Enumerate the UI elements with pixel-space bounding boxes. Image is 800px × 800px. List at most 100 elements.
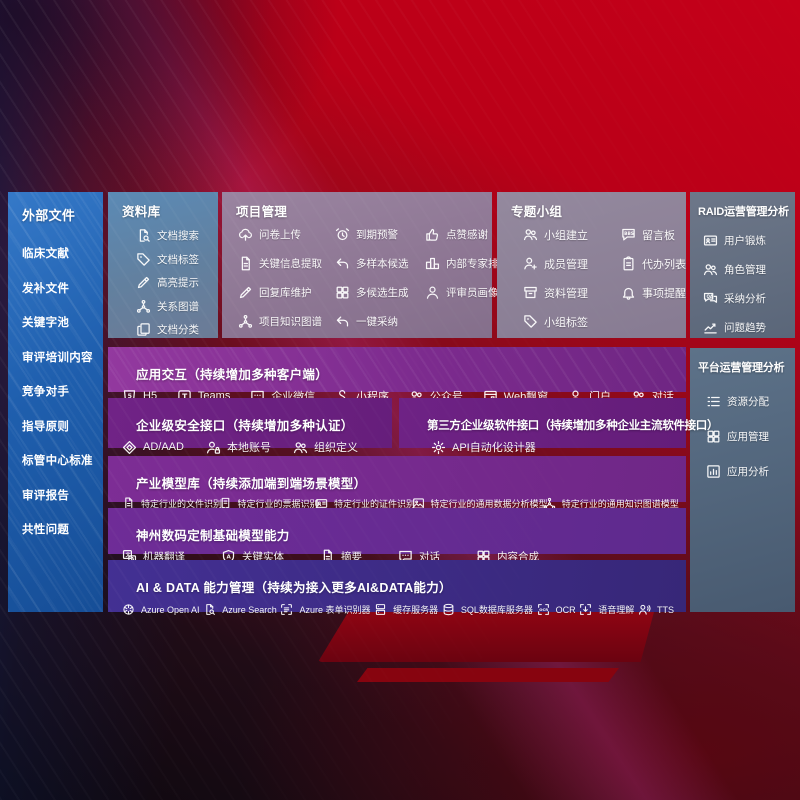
- item-survey-upload: 问卷上传: [238, 227, 335, 242]
- sidebar-item-center-standards: 标管中心标准: [22, 455, 93, 468]
- people-icon: [523, 227, 538, 242]
- item-industry-doc-recog: 特定行业的文件识别: [122, 497, 223, 510]
- item-industry-cert-recog: 特定行业的证件识别: [315, 497, 415, 510]
- item-label: API自动化设计器: [452, 442, 536, 454]
- item-todo-list: 代办列表: [621, 256, 686, 272]
- chart-box-icon: [706, 464, 721, 479]
- item-label: 语音理解: [598, 605, 635, 615]
- sidebar-item-keyword-pool: 关键字池: [22, 317, 70, 330]
- item-industry-data-model: 特定行业的通用数据分析模型: [412, 497, 548, 510]
- item-label: 角色管理: [724, 264, 766, 276]
- item-local-account: 本地账号: [206, 439, 271, 455]
- item-tts: TTS: [638, 603, 674, 616]
- item-label: 应用分析: [727, 466, 769, 478]
- item-label: 缓存服务器: [393, 605, 439, 615]
- item-ad-aad: AD/AAD: [122, 440, 184, 455]
- people-icon: [293, 440, 308, 455]
- item-label: 小组标签: [544, 316, 588, 329]
- item-api-auto-designer: API自动化设计器: [431, 439, 536, 455]
- alarm-icon: [335, 227, 350, 242]
- sidebar-item-review-training: 审评培训内容: [22, 351, 93, 364]
- item-label: 资源分配: [727, 396, 769, 408]
- sidebar-item-competitors: 竞争对手: [22, 386, 70, 399]
- item-label: 到期预警: [356, 229, 398, 241]
- openai-icon: [122, 603, 135, 616]
- item-like-thanks: 点赞感谢: [425, 227, 492, 242]
- diamond-shield-icon: [122, 440, 137, 455]
- pen-icon: [136, 275, 151, 290]
- sidebar-item-review-reports: 审评报告: [22, 489, 70, 502]
- bbs-icon: [621, 227, 636, 242]
- base-model-row: 神州数码定制基础模型能力 机器翻译 关键实体 摘要 对话 内容合成: [108, 508, 686, 554]
- item-label: 特定行业的票据识别: [237, 499, 319, 509]
- item-label: 多样本候选: [356, 258, 409, 270]
- bottom-trapezoid-shape: [318, 612, 654, 662]
- item-label: 点赞感谢: [446, 229, 488, 241]
- pen-icon: [238, 285, 253, 300]
- sidebar-list: 临床文献 发补文件 关键字池 审评培训内容 竞争对手 指导原则 标管中心标准 审…: [8, 236, 103, 547]
- id-card-icon: [703, 233, 718, 248]
- item-industry-receipt-recog: 特定行业的票据识别: [219, 497, 319, 510]
- item-issue-trend: 问题趋势: [703, 313, 795, 342]
- clipboard-icon: [621, 256, 636, 271]
- item-label: 问卷上传: [259, 229, 301, 241]
- item-adoption-analysis: 采纳分析: [703, 284, 795, 313]
- item-label: 采纳分析: [724, 293, 766, 305]
- item-label: 特定行业的通用数据分析模型: [430, 499, 548, 509]
- item-label: 本地账号: [226, 442, 271, 454]
- doc-search-icon: [203, 603, 216, 616]
- item-sql-db-server: SQL数据库服务器: [442, 603, 533, 616]
- item-label: 特定行业的文件识别: [141, 499, 223, 509]
- thumbs-up-icon: [425, 227, 440, 242]
- item-due-alert: 到期预警: [335, 227, 425, 242]
- panel-title: 资料库: [122, 205, 161, 219]
- gear-icon: [431, 440, 446, 455]
- item-role-manage: 角色管理: [703, 255, 795, 284]
- list-icon: [706, 394, 721, 409]
- archive-box-icon: [523, 285, 538, 300]
- item-highlight-tip: 高亮提示: [136, 271, 218, 295]
- item-group-tag: 小组标签: [523, 314, 621, 330]
- item-label: 评审员画像: [446, 287, 499, 299]
- item-label: 关系图谱: [157, 300, 199, 313]
- item-expert-ranking: 内部专家排名: [425, 256, 509, 271]
- person-lock-icon: [206, 440, 221, 455]
- item-one-click-adopt: 一键采纳: [335, 314, 425, 329]
- item-reply-lib-maintain: 回复库维护: [238, 285, 335, 300]
- ocr-icon: [537, 603, 550, 616]
- item-doc-search: 文档搜索: [136, 224, 218, 248]
- item-label: SQL数据库服务器: [460, 605, 533, 615]
- speaker-person-icon: [638, 603, 651, 616]
- item-label: 文档搜索: [157, 230, 199, 243]
- item-label: 文档标签: [157, 253, 199, 266]
- topic-group-panel: 专题小组 小组建立 留言板 成员管理 代办列表 资料管理 事项提醒 小组标签: [497, 192, 686, 338]
- item-label: 事项提醒: [642, 287, 686, 300]
- row-title: AI & DATA 能力管理（持续为接入更多AI&DATA能力）: [136, 581, 452, 595]
- item-ocr: OCR: [537, 603, 576, 616]
- item-doc-classify: 文档分类: [136, 318, 218, 342]
- item-azure-form-recognizer: Azure 表单识别器: [280, 603, 370, 616]
- industry-model-row: 产业模型库（持续添加端到端场景模型） 特定行业的文件识别 特定行业的票据识别 特…: [108, 456, 686, 502]
- panel-title: 专题小组: [511, 205, 563, 219]
- item-multi-candidate-gen: 多候选生成: [335, 285, 425, 300]
- sidebar-item-supplement-files: 发补文件: [22, 282, 70, 295]
- cloud-upload-icon: [238, 227, 253, 242]
- chat-qa-icon: [703, 291, 718, 306]
- panel-title: 项目管理: [236, 205, 288, 219]
- graph-icon: [136, 299, 151, 314]
- item-reviewer-profile: 评审员画像: [425, 285, 499, 300]
- item-message-board: 留言板: [621, 227, 686, 243]
- external-files-panel: 外部文件 临床文献 发补文件 关键字池 审评培训内容 竞争对手 指导原则 标管中…: [8, 192, 103, 612]
- item-relation-graph: 关系图谱: [136, 295, 218, 319]
- item-doc-tag: 文档标签: [136, 248, 218, 272]
- server-icon: [374, 603, 387, 616]
- item-label: 资料管理: [544, 287, 588, 300]
- item-app-manage: 应用管理: [706, 419, 795, 454]
- raid-ops-analysis-panel: RAID运营管理分析 用户锻炼 角色管理 采纳分析 问题趋势: [690, 192, 795, 338]
- item-label: 问题趋势: [724, 322, 766, 334]
- item-label: 代办列表: [642, 258, 686, 271]
- item-label: 用户锻炼: [724, 235, 766, 247]
- app-interaction-row: 应用交互（持续增加多种客户端） H5 Teams 企业微信 小程序 公众号 We…: [108, 347, 686, 403]
- item-project-knowledge-graph: 项目知识图谱: [238, 314, 335, 329]
- item-resource-alloc: 资源分配: [706, 384, 795, 419]
